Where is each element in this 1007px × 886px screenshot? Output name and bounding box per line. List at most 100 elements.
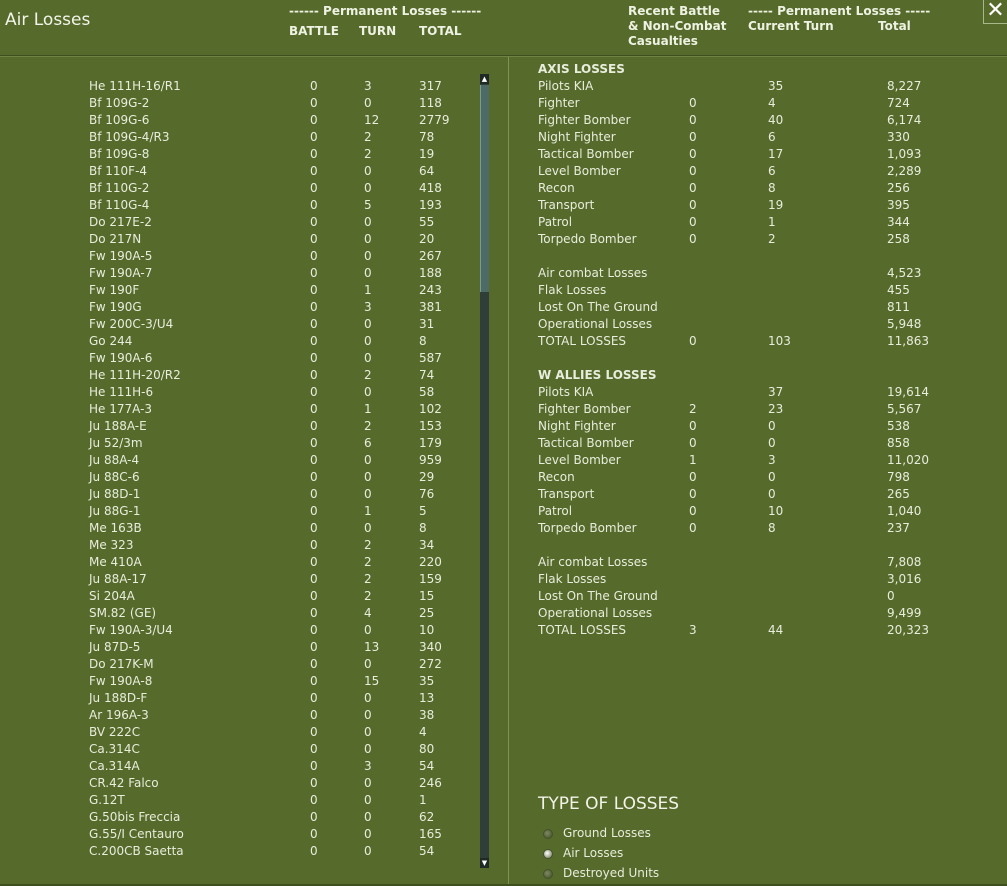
turn-value: 0 [364, 470, 372, 484]
turn-value: 4 [364, 606, 372, 620]
total-value: 246 [419, 776, 442, 790]
battle-value: 0 [310, 96, 318, 110]
aircraft-name: Si 204A [89, 589, 135, 603]
table-row[interactable]: Ju 88D-1 0 0 76 [0, 486, 478, 503]
table-row[interactable]: Fw 190A-6 0 0 587 [0, 350, 478, 367]
table-row[interactable]: Ju 88A-17 0 2 159 [0, 571, 478, 588]
allies-row: TOTAL LOSSES 3 44 20,323 [538, 622, 998, 639]
table-row[interactable]: Ju 188D-F 0 0 13 [0, 690, 478, 707]
current-turn-value: 2 [768, 232, 776, 246]
total-value: 455 [887, 283, 910, 297]
table-row[interactable]: G.55/I Centauro 0 0 165 [0, 826, 478, 843]
table-row[interactable]: BV 222C 0 0 4 [0, 724, 478, 741]
current-turn-value: 23 [768, 402, 784, 416]
table-row[interactable]: Bf 109G-8 0 2 19 [0, 146, 478, 163]
scrollbar-thumb[interactable] [480, 85, 489, 292]
table-row[interactable]: He 111H-20/R2 0 2 74 [0, 367, 478, 384]
table-row[interactable]: SM.82 (GE) 0 4 25 [0, 605, 478, 622]
table-row[interactable]: Do 217N 0 0 20 [0, 231, 478, 248]
table-row[interactable]: C.200CB Saetta 0 0 54 [0, 843, 478, 860]
table-row[interactable]: Bf 110G-2 0 0 418 [0, 180, 478, 197]
current-turn-value: 0 [768, 419, 776, 433]
category-label: Tactical Bomber [538, 147, 634, 161]
table-row[interactable]: CR.42 Falco 0 0 246 [0, 775, 478, 792]
close-x-icon[interactable]: ✕ [983, 0, 1007, 24]
table-row[interactable]: Fw 190A-3/U4 0 0 10 [0, 622, 478, 639]
table-row[interactable]: Fw 200C-3/U4 0 0 31 [0, 316, 478, 333]
table-row[interactable]: Fw 190A-7 0 0 188 [0, 265, 478, 282]
col-turn-header: TURN [359, 24, 397, 38]
battle-value: 0 [310, 572, 318, 586]
option-ground-losses[interactable]: Ground Losses [563, 826, 651, 840]
table-row[interactable]: He 111H-6 0 0 58 [0, 384, 478, 401]
table-row[interactable]: Ju 87D-5 0 13 340 [0, 639, 478, 656]
axis-heading: AXIS LOSSES [538, 62, 625, 76]
allies-row: Fighter Bomber 2 23 5,567 [538, 401, 998, 418]
scroll-up-arrow-icon[interactable]: ▲ [480, 74, 489, 84]
table-row[interactable]: Bf 110F-4 0 0 64 [0, 163, 478, 180]
table-row[interactable]: He 111H-16/R1 0 3 317 [0, 78, 478, 95]
axis-row: Tactical Bomber 0 17 1,093 [538, 146, 998, 163]
category-label: Flak Losses [538, 283, 607, 297]
aircraft-loss-list[interactable]: He 111H-16/R1 0 3 317 Bf 109G-2 0 0 118 Bf 109G-… [0, 78, 478, 868]
table-row[interactable]: Me 323 0 2 34 [0, 537, 478, 554]
table-row[interactable]: Me 410A 0 2 220 [0, 554, 478, 571]
table-row[interactable]: Do 217E-2 0 0 55 [0, 214, 478, 231]
aircraft-name: Ju 88A-4 [89, 453, 140, 467]
total-value: 5,948 [887, 317, 922, 331]
aircraft-name: Bf 109G-8 [89, 147, 150, 161]
recent-value: 1 [689, 453, 697, 467]
axis-row: Fighter Bomber 0 40 6,174 [538, 112, 998, 129]
table-row[interactable]: Fw 190A-5 0 0 267 [0, 248, 478, 265]
table-row[interactable]: Fw 190G 0 3 381 [0, 299, 478, 316]
total-value: 344 [887, 215, 910, 229]
table-row[interactable]: Ar 196A-3 0 0 38 [0, 707, 478, 724]
table-row[interactable]: Ju 188A-E 0 2 153 [0, 418, 478, 435]
table-row[interactable]: Ju 88C-6 0 0 29 [0, 469, 478, 486]
axis-row: Torpedo Bomber 0 2 258 [538, 231, 998, 248]
turn-value: 3 [364, 300, 372, 314]
current-turn-value: 10 [768, 504, 784, 518]
table-row[interactable]: Bf 109G-4/R3 0 2 78 [0, 129, 478, 146]
table-row[interactable]: Fw 190A-8 0 15 35 [0, 673, 478, 690]
radio-ground-losses[interactable] [543, 829, 553, 839]
table-row[interactable]: Fw 190F 0 1 243 [0, 282, 478, 299]
battle-value: 0 [310, 419, 318, 433]
table-row[interactable]: Ju 88G-1 0 1 5 [0, 503, 478, 520]
table-row[interactable]: Ju 88A-4 0 0 959 [0, 452, 478, 469]
table-row[interactable]: Ju 52/3m 0 6 179 [0, 435, 478, 452]
table-row[interactable]: Go 244 0 0 8 [0, 333, 478, 350]
radio-air-losses[interactable] [543, 849, 553, 859]
table-row[interactable]: G.50bis Freccia 0 0 62 [0, 809, 478, 826]
category-label: Recon [538, 181, 575, 195]
battle-value: 0 [310, 742, 318, 756]
scroll-down-arrow-icon[interactable]: ▼ [480, 858, 489, 868]
turn-value: 0 [364, 827, 372, 841]
total-value: 25 [419, 606, 435, 620]
table-row[interactable]: Si 204A 0 2 15 [0, 588, 478, 605]
table-row[interactable]: Ca.314A 0 3 54 [0, 758, 478, 775]
aircraft-name: Fw 190A-5 [89, 249, 153, 263]
total-value: 11,020 [887, 453, 929, 467]
table-row[interactable]: Do 217K-M 0 0 272 [0, 656, 478, 673]
table-row[interactable]: Bf 110G-4 0 5 193 [0, 197, 478, 214]
table-row[interactable]: Bf 109G-2 0 0 118 [0, 95, 478, 112]
total-value: 20 [419, 232, 435, 246]
current-turn-value: 37 [768, 385, 784, 399]
aircraft-name: Fw 200C-3/U4 [89, 317, 174, 331]
table-row[interactable]: Me 163B 0 0 8 [0, 520, 478, 537]
table-row[interactable]: G.12T 0 0 1 [0, 792, 478, 809]
table-row[interactable]: Ca.314C 0 0 80 [0, 741, 478, 758]
battle-value: 0 [310, 674, 318, 688]
radio-destroyed-units[interactable] [543, 869, 553, 879]
current-turn-value: 17 [768, 147, 784, 161]
total-value: 19,614 [887, 385, 929, 399]
option-destroyed-units[interactable]: Destroyed Units [563, 866, 660, 880]
table-row[interactable]: Bf 109G-6 0 12 2779 [0, 112, 478, 129]
option-air-losses[interactable]: Air Losses [563, 846, 624, 860]
turn-value: 0 [364, 215, 372, 229]
list-scrollbar[interactable]: ▲ ▼ [480, 74, 489, 868]
table-row[interactable]: He 177A-3 0 1 102 [0, 401, 478, 418]
turn-value: 0 [364, 776, 372, 790]
axis-row: TOTAL LOSSES 0 103 11,863 [538, 333, 998, 350]
